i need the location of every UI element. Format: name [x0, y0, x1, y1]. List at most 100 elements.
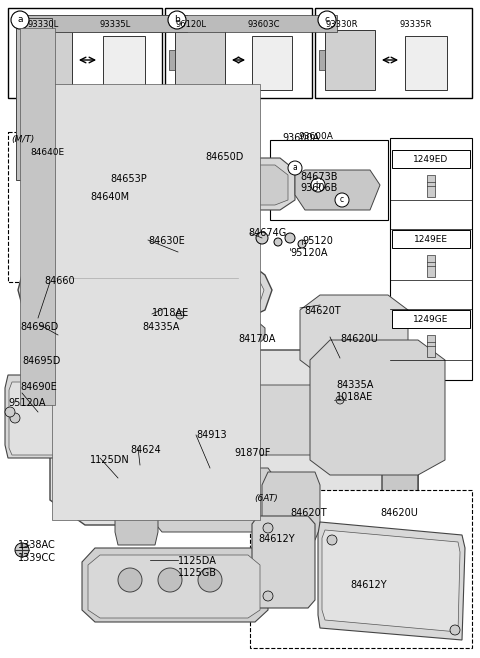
Polygon shape: [252, 36, 292, 90]
Text: 84913: 84913: [196, 430, 227, 440]
Circle shape: [203, 408, 247, 452]
Text: 84612Y: 84612Y: [350, 580, 386, 590]
Text: 84620T: 84620T: [290, 508, 326, 518]
Text: 1125GB: 1125GB: [178, 568, 217, 578]
Text: 84674G: 84674G: [248, 228, 286, 238]
Polygon shape: [25, 268, 264, 312]
Text: 93330L: 93330L: [28, 20, 59, 29]
Bar: [16, 18, 52, 180]
Text: 1338AC: 1338AC: [18, 540, 56, 550]
Polygon shape: [9, 382, 83, 455]
Polygon shape: [300, 295, 408, 375]
Polygon shape: [310, 340, 445, 475]
Text: 95120A: 95120A: [8, 398, 46, 408]
Circle shape: [274, 238, 282, 246]
Text: 84630E: 84630E: [148, 236, 185, 246]
Polygon shape: [175, 30, 225, 90]
Text: 93335L: 93335L: [100, 20, 131, 29]
Polygon shape: [22, 30, 72, 90]
Text: 84620U: 84620U: [380, 508, 418, 518]
Polygon shape: [295, 170, 380, 210]
Circle shape: [168, 11, 186, 29]
Bar: [427, 255, 435, 277]
Text: 84620T: 84620T: [304, 306, 341, 316]
Text: b: b: [174, 16, 180, 24]
Text: 84612Y: 84612Y: [258, 534, 295, 544]
Text: 84673B: 84673B: [300, 172, 337, 182]
Text: 84335A: 84335A: [336, 380, 373, 390]
Bar: [315, 8, 472, 98]
Bar: [427, 335, 435, 357]
Polygon shape: [22, 252, 92, 267]
Bar: [427, 175, 435, 197]
Polygon shape: [170, 228, 248, 275]
Text: 96120L: 96120L: [175, 20, 206, 29]
Text: 93606B: 93606B: [300, 183, 337, 193]
Bar: [270, 140, 388, 220]
Polygon shape: [252, 516, 315, 608]
Polygon shape: [318, 522, 465, 640]
Text: 1249GE: 1249GE: [413, 315, 449, 324]
Bar: [392, 150, 470, 168]
Text: 1125DA: 1125DA: [178, 556, 217, 566]
Bar: [392, 310, 470, 328]
Text: 1249ED: 1249ED: [413, 155, 449, 163]
Text: 84335A: 84335A: [142, 322, 180, 332]
Bar: [392, 230, 470, 248]
Text: c: c: [324, 16, 329, 24]
Text: 84690E: 84690E: [20, 382, 57, 392]
Text: 1339CC: 1339CC: [18, 553, 56, 563]
Circle shape: [298, 240, 306, 248]
Circle shape: [335, 193, 349, 207]
Text: 84660: 84660: [44, 276, 74, 286]
Circle shape: [158, 568, 182, 592]
Text: b: b: [315, 180, 321, 190]
Circle shape: [263, 523, 273, 533]
Text: 93330R: 93330R: [325, 20, 358, 29]
Bar: [25, 15, 337, 32]
Circle shape: [5, 407, 15, 417]
Circle shape: [10, 413, 20, 423]
Polygon shape: [155, 158, 295, 210]
Text: 93600A: 93600A: [299, 132, 334, 141]
Text: 1125DN: 1125DN: [90, 455, 130, 465]
Polygon shape: [50, 322, 265, 344]
Circle shape: [450, 625, 460, 635]
Circle shape: [198, 568, 222, 592]
Polygon shape: [325, 30, 375, 90]
Text: 84695D: 84695D: [22, 356, 60, 366]
Text: 93335R: 93335R: [400, 20, 432, 29]
Circle shape: [118, 568, 142, 592]
Text: a: a: [17, 16, 23, 24]
Polygon shape: [163, 165, 288, 205]
Polygon shape: [18, 262, 272, 318]
Bar: [25, 15, 34, 32]
Circle shape: [336, 396, 344, 404]
Text: 84624: 84624: [130, 445, 161, 455]
Text: 84170A: 84170A: [238, 334, 276, 344]
Text: a: a: [293, 163, 298, 172]
Circle shape: [222, 484, 254, 516]
Text: 93600A: 93600A: [282, 133, 319, 143]
Bar: [8, 8, 162, 98]
Polygon shape: [52, 350, 85, 375]
Polygon shape: [82, 548, 268, 622]
Polygon shape: [322, 530, 460, 632]
Text: 95120: 95120: [302, 236, 333, 246]
Text: 84653P: 84653P: [110, 174, 147, 184]
Polygon shape: [169, 50, 175, 70]
Text: c: c: [340, 195, 344, 205]
Bar: [20, 28, 55, 405]
Polygon shape: [405, 36, 447, 90]
Polygon shape: [28, 222, 85, 252]
Polygon shape: [16, 50, 22, 70]
Text: 95120A: 95120A: [290, 248, 327, 258]
Polygon shape: [382, 350, 418, 525]
Polygon shape: [50, 350, 418, 525]
Polygon shape: [152, 468, 278, 532]
Polygon shape: [319, 50, 325, 70]
Circle shape: [179, 484, 211, 516]
Text: (M/T): (M/T): [11, 135, 34, 144]
Circle shape: [263, 591, 273, 601]
Circle shape: [318, 11, 336, 29]
